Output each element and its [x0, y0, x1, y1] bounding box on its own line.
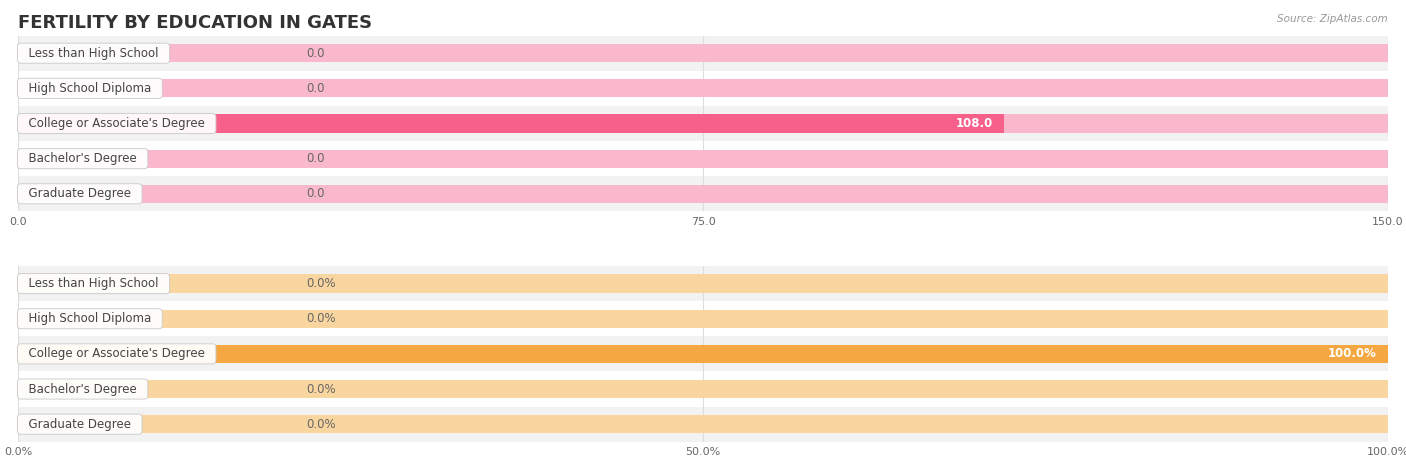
Text: Bachelor's Degree: Bachelor's Degree [21, 382, 145, 396]
Text: 0.0%: 0.0% [307, 418, 336, 431]
Text: Bachelor's Degree: Bachelor's Degree [21, 152, 145, 165]
Bar [18, 71, 1388, 106]
Bar [18, 336, 1388, 371]
Bar [18, 106, 1388, 141]
Bar [18, 310, 1388, 328]
Text: 0.0: 0.0 [307, 152, 325, 165]
Bar [18, 185, 1388, 203]
Text: High School Diploma: High School Diploma [21, 312, 159, 325]
Text: Graduate Degree: Graduate Degree [21, 187, 139, 200]
Bar [18, 176, 1388, 211]
Bar [18, 275, 1388, 293]
Bar [18, 301, 1388, 336]
Text: 0.0: 0.0 [307, 82, 325, 95]
Bar [18, 150, 1388, 168]
Text: 0.0%: 0.0% [307, 312, 336, 325]
Bar [18, 114, 1004, 133]
Text: 108.0: 108.0 [956, 117, 993, 130]
Bar [18, 345, 1388, 363]
Bar [18, 345, 1388, 363]
Text: FERTILITY BY EDUCATION IN GATES: FERTILITY BY EDUCATION IN GATES [18, 14, 373, 32]
Text: College or Associate's Degree: College or Associate's Degree [21, 347, 212, 361]
Text: College or Associate's Degree: College or Associate's Degree [21, 117, 212, 130]
Bar [18, 36, 1388, 71]
Text: 0.0: 0.0 [307, 47, 325, 60]
Bar [18, 371, 1388, 407]
Text: 0.0: 0.0 [307, 187, 325, 200]
Text: Graduate Degree: Graduate Degree [21, 418, 139, 431]
Bar [18, 141, 1388, 176]
Bar [18, 415, 1388, 433]
Bar [18, 44, 1388, 62]
Text: 100.0%: 100.0% [1327, 347, 1376, 361]
Text: Less than High School: Less than High School [21, 277, 166, 290]
Bar [18, 114, 1388, 133]
Text: 0.0%: 0.0% [307, 382, 336, 396]
Text: Source: ZipAtlas.com: Source: ZipAtlas.com [1277, 14, 1388, 24]
Text: 0.0%: 0.0% [307, 277, 336, 290]
Bar [18, 266, 1388, 301]
Bar [18, 79, 1388, 97]
Text: Less than High School: Less than High School [21, 47, 166, 60]
Text: High School Diploma: High School Diploma [21, 82, 159, 95]
Bar [18, 380, 1388, 398]
Bar [18, 407, 1388, 442]
